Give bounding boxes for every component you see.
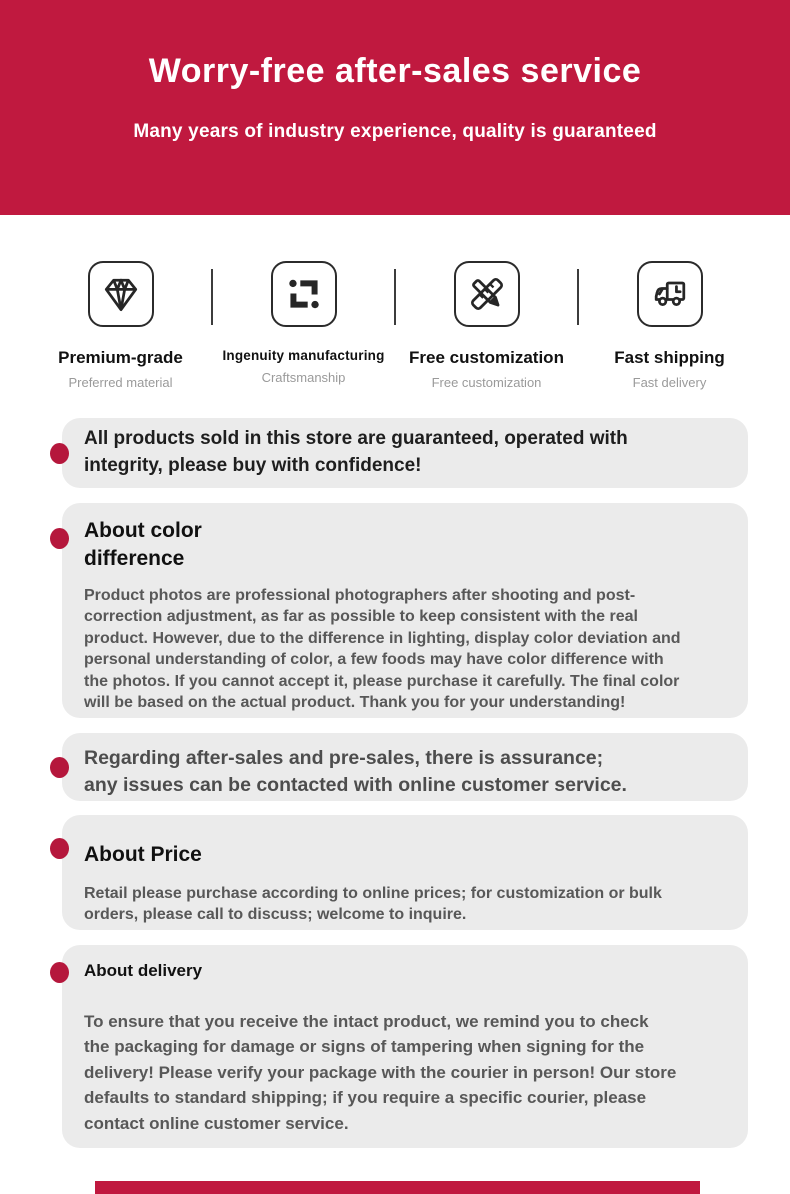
feature-fast-shipping: Fast shipping Fast delivery — [579, 261, 760, 390]
feature-sublabel: Craftsmanship — [261, 370, 346, 385]
bullet-dot — [50, 443, 69, 464]
truck-icon — [636, 261, 703, 327]
bullet-dot — [50, 962, 69, 983]
feature-label: Fast shipping — [614, 348, 725, 367]
feature-label: Free customization — [409, 348, 564, 367]
about-price-heading: About Price — [84, 843, 202, 866]
color-difference-box: About color difference Product photos ar… — [50, 503, 748, 718]
guarantee-note-box: All products sold in this store are guar… — [50, 418, 748, 488]
color-difference-body: Product photos are professional photogra… — [84, 586, 681, 712]
vertical-divider — [211, 269, 213, 325]
bullet-dot — [50, 838, 69, 859]
ingenuity-icon — [270, 261, 337, 327]
assurance-note-box: Regarding after-sales and pre-sales, the… — [50, 733, 748, 801]
feature-label: Ingenuity manufacturing — [222, 348, 385, 363]
banner-subtitle: Many years of industry experience, quali… — [133, 121, 657, 142]
assurance-note-text: Regarding after-sales and pre-sales, the… — [84, 747, 627, 797]
feature-sublabel: Fast delivery — [632, 375, 707, 390]
feature-free-customization: Free customization Free customization — [396, 261, 577, 390]
feature-sublabel: Preferred material — [68, 375, 173, 390]
vertical-divider — [577, 269, 579, 325]
about-delivery-heading: About delivery — [84, 961, 203, 980]
bullet-dot — [50, 528, 69, 549]
features-row: Premium-grade Preferred material Ingenui… — [30, 261, 760, 390]
vertical-divider — [394, 269, 396, 325]
page-title: Worry-free after-sales service — [148, 52, 642, 90]
about-delivery-body: To ensure that you receive the intact pr… — [84, 1011, 677, 1133]
feature-label: Premium-grade — [58, 348, 183, 367]
feature-premium-grade: Premium-grade Preferred material — [30, 261, 211, 390]
bottom-red-strip — [95, 1181, 700, 1194]
color-difference-heading: About color difference — [84, 519, 202, 570]
banner: Worry-free after-sales service Many year… — [0, 0, 790, 215]
about-price-body: Retail please purchase according to onli… — [84, 884, 662, 924]
feature-sublabel: Free customization — [431, 375, 542, 390]
bullet-dot — [50, 757, 69, 778]
about-price-box: About Price Retail please purchase accor… — [50, 815, 748, 930]
guarantee-note-text: All products sold in this store are guar… — [84, 428, 628, 476]
feature-ingenuity-manufacturing: Ingenuity manufacturing Craftsmanship — [213, 261, 394, 385]
diamond-icon — [87, 261, 154, 327]
about-delivery-box: About delivery To ensure that you receiv… — [50, 945, 748, 1148]
ruler-pencil-icon — [453, 261, 520, 327]
